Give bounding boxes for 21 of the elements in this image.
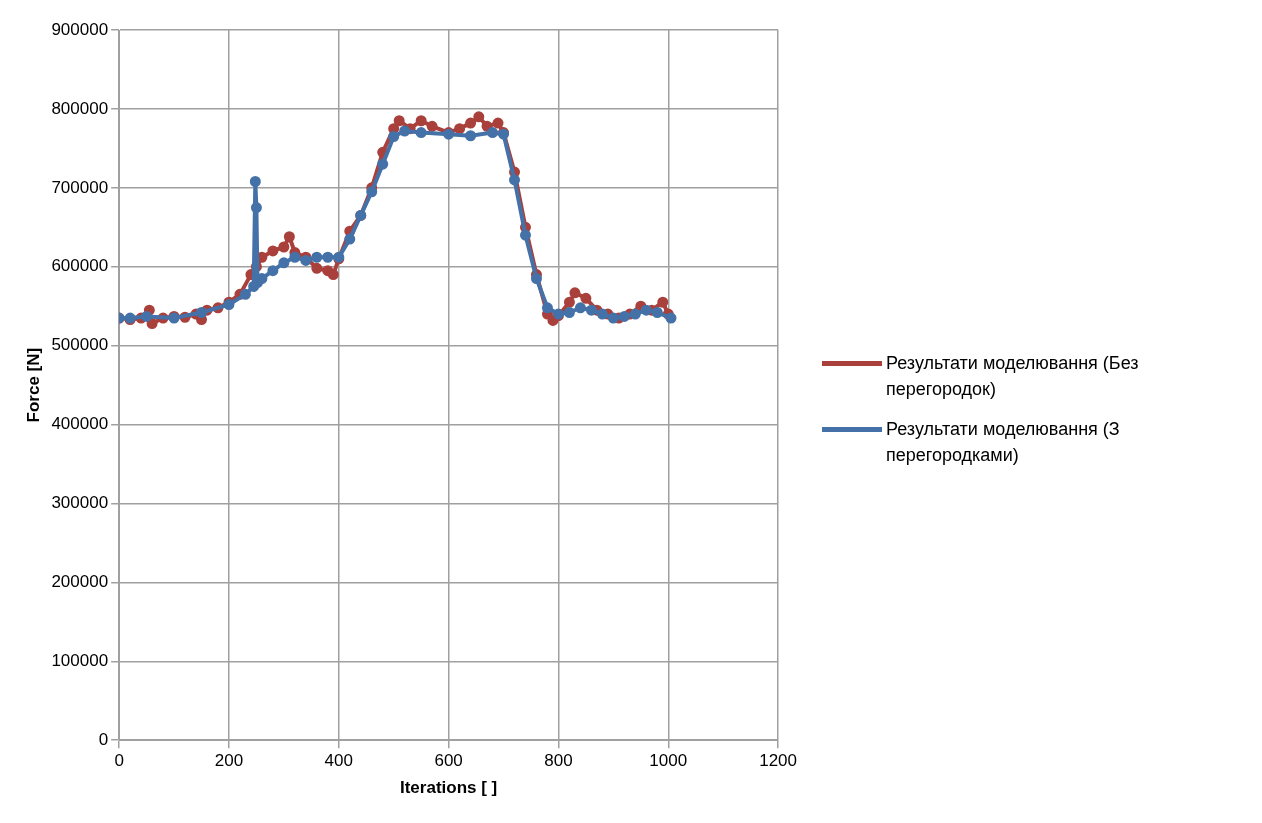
x-tick-label: 1000 — [649, 751, 688, 771]
y-tick-label: 200000 — [51, 572, 109, 592]
x-axis-title: Iterations [ ] — [399, 778, 498, 798]
y-tick-label: 800000 — [51, 98, 109, 118]
x-tick-label: 600 — [434, 751, 463, 771]
y-axis-title: Force [N] — [23, 347, 43, 423]
y-tick-label: 600000 — [51, 256, 109, 276]
x-tick-label: 1200 — [759, 751, 797, 771]
legend-label: Результати моделювання (Без перегородок) — [886, 352, 1140, 401]
x-tick-label: 400 — [324, 751, 353, 771]
legend-label: Результати моделювання (З перегородками) — [886, 418, 1121, 467]
x-tick-label: 0 — [114, 751, 124, 771]
y-tick-label: 100000 — [51, 650, 109, 670]
y-tick-label: 0 — [98, 729, 109, 749]
y-tick-label: 400000 — [51, 414, 109, 434]
x-tick-label: 800 — [544, 751, 573, 771]
y-tick-label: 300000 — [51, 493, 109, 513]
y-tick-label: 500000 — [51, 335, 109, 355]
y-tick-label: 700000 — [51, 177, 109, 197]
y-tick-label: 900000 — [51, 19, 109, 39]
x-tick-label: 200 — [214, 751, 244, 771]
